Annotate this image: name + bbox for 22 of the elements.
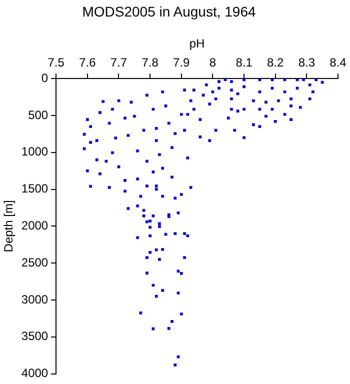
y-tick-label: 1000 — [21, 144, 48, 159]
x-tick-label: 8.4 — [330, 56, 347, 70]
x-tick-label: 8.1 — [236, 56, 253, 70]
y-tick-label: 3000 — [21, 292, 48, 306]
y-tick-label: 2000 — [21, 218, 48, 233]
x-tick-label: 7.7 — [110, 56, 128, 70]
x-tick-label: 7.5 — [48, 56, 65, 70]
x-tick-label: 7.9 — [173, 56, 190, 70]
x-tick-label: 8.2 — [267, 56, 284, 70]
y-tick-label: 2500 — [21, 255, 48, 270]
y-tick-label: 4000 — [21, 366, 48, 380]
y-tick-label: 500 — [28, 108, 48, 122]
y-tick-label: 1500 — [21, 182, 48, 196]
chart-title: MODS2005 in August, 1964 — [82, 3, 256, 20]
x-axis-title: pH — [189, 36, 205, 50]
x-tick-label: 8.3 — [298, 56, 316, 70]
x-tick-label: 7.8 — [142, 56, 159, 70]
x-tick-label: 8 — [209, 56, 216, 70]
y-tick-label: 0 — [41, 70, 48, 85]
y-tick-label: 3500 — [21, 329, 48, 344]
y-axis-title: Depth [m] — [2, 200, 16, 252]
x-tick-label: 7.6 — [79, 56, 96, 70]
